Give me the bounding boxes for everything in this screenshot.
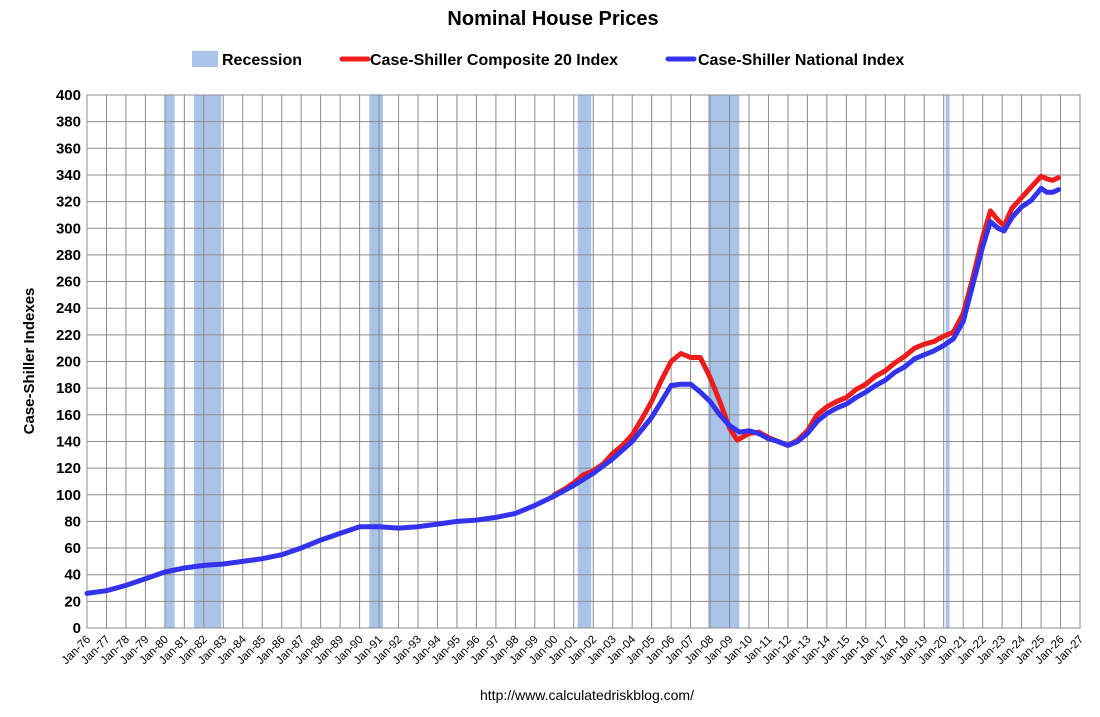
y-tick-label-19: 380 [56, 114, 81, 131]
y-tick-label-4: 80 [64, 513, 81, 530]
y-tick-label-1: 20 [64, 593, 81, 610]
y-tick-label-20: 400 [56, 87, 81, 104]
y-tick-label-11: 220 [56, 327, 81, 344]
y-tick-label-2: 40 [64, 567, 81, 584]
source-url: http://www.calculatedriskblog.com/ [480, 687, 694, 703]
y-axis-label: Case-Shiller Indexes [21, 288, 38, 435]
y-tick-label-0: 0 [73, 620, 81, 637]
y-tick-label-9: 180 [56, 380, 81, 397]
series-lines [84, 173, 1062, 596]
y-tick-label-14: 280 [56, 247, 81, 264]
y-tick-label-6: 120 [56, 460, 81, 477]
x-axis-ticks: Jan-76Jan-77Jan-78Jan-79Jan-80Jan-81Jan-… [60, 633, 1086, 667]
y-tick-label-3: 60 [64, 540, 81, 557]
legend-swatch-recession [192, 51, 218, 67]
y-tick-label-13: 260 [56, 274, 81, 291]
y-tick-label-16: 320 [56, 194, 81, 211]
y-tick-label-12: 240 [56, 300, 81, 317]
y-axis-ticks: 0 20 40 60 80 100 120 140 160 180 200 220 240 260 280 3… [56, 87, 81, 637]
series-line-1 [84, 185, 1062, 596]
y-tick-label-8: 160 [56, 407, 81, 424]
y-tick-label-10: 200 [56, 354, 81, 371]
y-tick-label-7: 140 [56, 433, 81, 450]
legend-label-national: Case-Shiller National Index [698, 52, 904, 69]
series-line-0 [551, 173, 1062, 498]
legend-label-recession: Recession [222, 52, 302, 69]
y-tick-label-17: 340 [56, 167, 81, 184]
y-tick-label-5: 100 [56, 487, 81, 504]
gridlines [86, 94, 1081, 629]
legend: Recession Case-Shiller Composite 20 Inde… [192, 51, 904, 69]
legend-label-composite-20: Case-Shiller Composite 20 Index [370, 52, 618, 69]
chart-title: Nominal House Prices [447, 8, 658, 30]
y-tick-label-15: 300 [56, 220, 81, 237]
y-tick-label-18: 360 [56, 140, 81, 157]
